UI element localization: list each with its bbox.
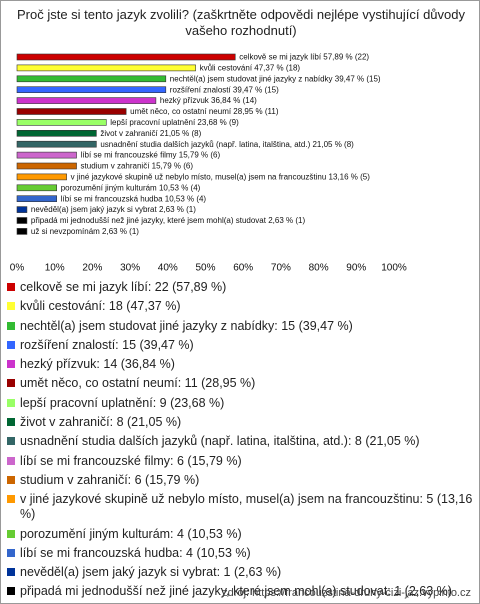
bar-label: hezký přízvuk 36,84 % (14)	[160, 96, 257, 105]
bar	[16, 151, 77, 159]
bar-label: kvůli cestování 47,37 % (18)	[200, 64, 301, 73]
legend-item: v jiné jazykové skupině už nebylo místo,…	[7, 492, 473, 522]
legend-text: nechtěl(a) jsem studovat jiné jazyky z n…	[20, 318, 353, 333]
legend-item: umět něco, co ostatní neumí: 11 (28,95 %…	[7, 376, 473, 391]
bar	[16, 206, 28, 213]
legend-swatch	[7, 495, 15, 504]
legend-item: studium v zahraničí: 6 (15,79 %)	[7, 473, 473, 488]
bar-label: lepší pracovní uplatnění 23,68 % (9)	[110, 118, 239, 127]
bar	[16, 217, 28, 224]
legend-item: usnadnění studia dalších jazyků (např. l…	[7, 434, 473, 449]
legend-swatch	[7, 568, 15, 577]
bar-label: porozumění jiným kulturám 10,53 % (4)	[61, 183, 201, 192]
legend-swatch	[7, 475, 15, 484]
legend-swatch	[7, 302, 15, 311]
bar-label: celkově se mi jazyk líbí 57,89 % (22)	[239, 53, 369, 62]
legend-text: život v zahraničí: 8 (21,05 %)	[20, 415, 182, 430]
legend-text: připadá mi jednodušší než jiné jazyky, k…	[20, 584, 452, 599]
legend-swatch	[7, 340, 15, 349]
x-tick-label: 20%	[82, 263, 102, 274]
legend-text: celkově se mi jazyk líbí: 22 (57,89 %)	[20, 280, 227, 294]
legend-text: rozšíření znalostí: 15 (39,47 %)	[20, 337, 194, 352]
bar	[16, 108, 127, 115]
bar-label: líbí se mi francouzská hudba 10,53 % (4)	[61, 194, 207, 203]
bar	[16, 64, 196, 72]
bar	[16, 130, 97, 137]
bar	[16, 75, 167, 83]
chart-title: Proč jste si tento jazyk zvolili? (zaškr…	[17, 7, 465, 38]
bar	[16, 119, 107, 126]
bar-label: líbí se mi francouzské filmy 15,79 % (6)	[81, 151, 221, 160]
bar	[16, 140, 97, 148]
legend-item: porozumění jiným kulturám: 4 (10,53 %)	[7, 527, 473, 542]
x-tick-label: 50%	[195, 263, 215, 274]
legend-swatch	[7, 529, 15, 538]
x-tick-label: 100%	[381, 263, 407, 274]
bar	[16, 195, 57, 202]
legend-swatch	[7, 379, 15, 388]
legend-text: usnadnění studia dalších jazyků (např. l…	[20, 434, 420, 449]
legend-swatch	[7, 283, 15, 291]
bar-label: život v zahraničí 21,05 % (8)	[100, 129, 201, 138]
legend-item: nevěděl(a) jsem jaký jazyk si vybrat: 1 …	[7, 565, 473, 580]
legend-text: líbí se mi francouzské filmy: 6 (15,79 %…	[20, 453, 242, 468]
legend-swatch	[7, 321, 15, 330]
bar-label: v jiné jazykové skupině už nebylo místo,…	[71, 173, 371, 182]
legend-item: kvůli cestování: 18 (47,37 %)	[7, 299, 473, 314]
bar	[16, 162, 77, 170]
legend-swatch	[7, 456, 15, 465]
x-tick-label: 60%	[233, 263, 253, 274]
bar	[16, 53, 236, 61]
legend-text: kvůli cestování: 18 (47,37 %)	[20, 299, 181, 314]
legend-item: celkově se mi jazyk líbí: 22 (57,89 %)	[7, 280, 473, 295]
bar-label: už si nevzpomínám 2,63 % (1)	[31, 227, 139, 236]
x-tick-label: 90%	[346, 263, 366, 274]
legend-text: nevěděl(a) jsem jaký jazyk si vybrat: 1 …	[20, 565, 282, 580]
bar-label: nevěděl(a) jsem jaký jazyk si vybrat 2,6…	[31, 205, 196, 214]
legend-text: hezký přízvuk: 14 (36,84 %)	[20, 357, 175, 372]
bar-label: připadá mi jednodušší než jiné jazyky, k…	[31, 216, 306, 225]
bar-label: usnadnění studia dalších jazyků (např. l…	[100, 140, 354, 149]
legend-text: umět něco, co ostatní neumí: 11 (28,95 %…	[20, 376, 256, 391]
x-tick-label: 0%	[10, 263, 25, 274]
legend-text: studium v zahraničí: 6 (15,79 %)	[20, 472, 200, 487]
legend-item: nechtěl(a) jsem studovat jiné jazyky z n…	[7, 319, 473, 334]
bar	[16, 228, 28, 235]
bar-label: umět něco, co ostatní neumí 28,95 % (11)	[130, 107, 279, 116]
legend-text: v jiné jazykové skupině už nebylo místo,…	[20, 492, 473, 522]
legend-item: líbí se mi francouzské filmy: 6 (15,79 %…	[7, 454, 473, 469]
bar	[16, 86, 167, 93]
bar-label: nechtěl(a) jsem studovat jiné jazyky z n…	[170, 74, 381, 83]
legend-swatch	[7, 418, 15, 427]
bar	[16, 97, 157, 104]
x-tick-label: 30%	[120, 263, 140, 274]
legend-swatch	[7, 360, 15, 369]
legend-item: hezký přízvuk: 14 (36,84 %)	[7, 357, 473, 372]
legend-swatch	[7, 548, 15, 557]
plot: 0% 10% 20% 30% 40% 50% 60% 70% 80% 90% 100% celkově…	[10, 53, 407, 274]
bar-label: studium v zahraničí 15,79 % (6)	[81, 162, 194, 171]
x-tick-label: 70%	[271, 263, 291, 274]
legend-text: líbí se mi francouzská hudba: 4 (10,53 %…	[20, 545, 251, 560]
bar-label: rozšíření znalostí 39,47 % (15)	[170, 85, 279, 94]
x-tick-label: 80%	[309, 263, 329, 274]
bar	[16, 173, 67, 181]
source: zdroj: https://francouzstina-druhy-cizi-…	[222, 587, 471, 599]
legend-item: líbí se mi francouzská hudba: 4 (10,53 %…	[7, 546, 473, 561]
legend-item: rozšíření znalostí: 15 (39,47 %)	[7, 338, 473, 353]
legend-item: lepší pracovní uplatnění: 9 (23,68 %)	[7, 396, 473, 411]
x-tick-label: 40%	[158, 263, 178, 274]
legend-swatch	[7, 437, 15, 446]
legend-text: lepší pracovní uplatnění: 9 (23,68 %)	[20, 395, 225, 410]
legend-swatch	[7, 587, 15, 596]
legend: celkově se mi jazyk líbí: 22 (57,89 %) kv…	[7, 280, 473, 603]
bar	[16, 184, 57, 192]
x-tick-label: 10%	[45, 263, 65, 274]
legend-swatch	[7, 398, 15, 407]
legend-text: porozumění jiným kulturám: 4 (10,53 %)	[20, 526, 242, 541]
legend-item: připadá mi jednodušší než jiné jazyky, k…	[7, 584, 473, 599]
legend-item: život v zahraničí: 8 (21,05 %)	[7, 415, 473, 430]
